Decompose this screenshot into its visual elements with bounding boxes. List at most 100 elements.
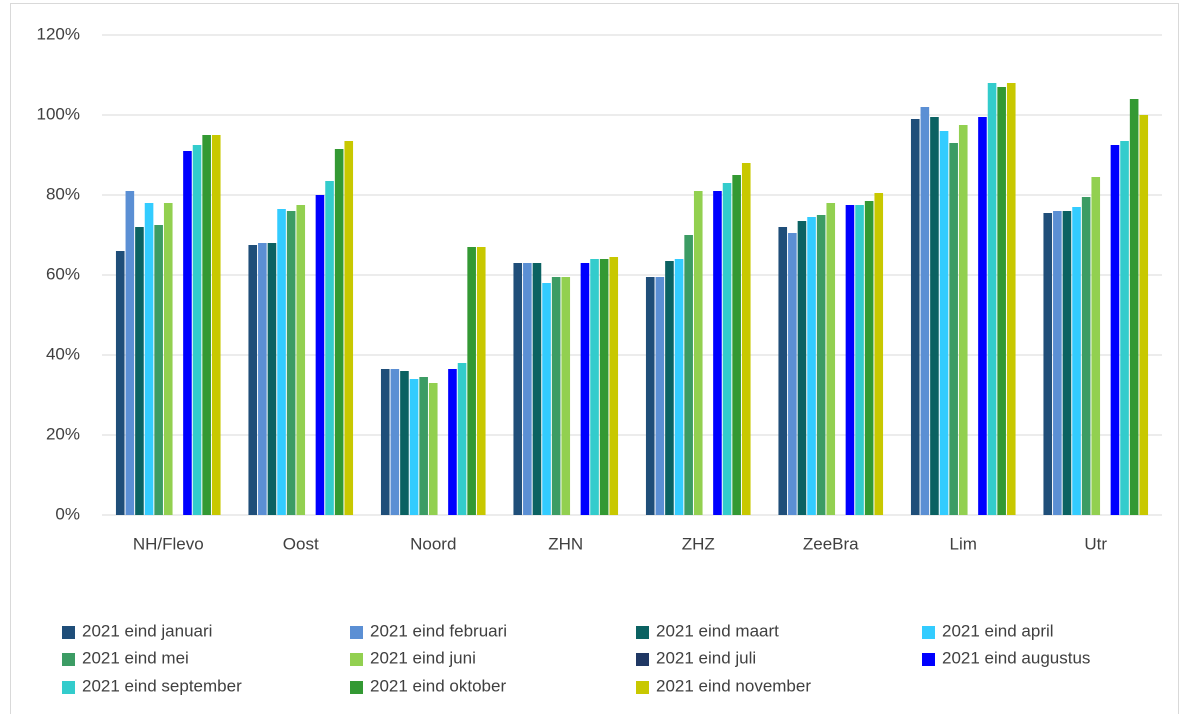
bar: [267, 243, 277, 515]
bar: [807, 217, 816, 515]
bar: [419, 377, 428, 515]
bar: [1081, 197, 1091, 515]
bar: [797, 221, 807, 515]
bar: [997, 87, 1006, 515]
bar: [874, 193, 884, 515]
bar: [609, 257, 619, 515]
legend-label: 2021 eind augustus: [942, 648, 1090, 667]
bar: [920, 107, 930, 515]
legend-swatch: [636, 653, 649, 666]
bar: [645, 277, 655, 515]
legend-label: 2021 eind mei: [82, 648, 189, 667]
bar: [684, 235, 693, 515]
bar: [580, 263, 590, 515]
bar: [987, 83, 997, 515]
bar: [277, 209, 286, 515]
bar: [910, 119, 920, 515]
bar: [135, 227, 144, 515]
bar: [1110, 145, 1120, 515]
y-tick-label: 20%: [46, 424, 80, 443]
bar: [1053, 211, 1062, 515]
bar: [930, 117, 939, 515]
bar: [476, 247, 486, 515]
bar: [286, 211, 296, 515]
legend-label: 2021 eind april: [942, 621, 1054, 640]
bar: [532, 263, 542, 515]
legend-label: 2021 eind oktober: [370, 676, 506, 695]
bar: [523, 263, 532, 515]
bar: [1091, 177, 1101, 515]
legend-swatch: [62, 626, 75, 639]
bar: [380, 369, 390, 515]
legend-label: 2021 eind juli: [656, 648, 756, 667]
bar: [457, 363, 467, 515]
bar: [115, 251, 125, 515]
bar: [344, 141, 354, 515]
y-tick-label: 100%: [37, 104, 80, 123]
legend-swatch: [922, 653, 935, 666]
bar: [958, 125, 968, 515]
legend-swatch: [922, 626, 935, 639]
x-tick-label: ZeeBra: [803, 534, 859, 553]
bar: [599, 259, 609, 515]
chart-frame: [10, 3, 1179, 719]
bar: [1006, 83, 1016, 515]
bar: [154, 225, 163, 515]
y-tick-label: 40%: [46, 344, 80, 363]
x-tick-label: ZHZ: [682, 534, 715, 553]
bar: [939, 131, 949, 515]
bar: [864, 201, 874, 515]
x-tick-label: NH/Flevo: [133, 534, 204, 553]
bar: [788, 233, 797, 515]
y-tick-label: 80%: [46, 184, 80, 203]
bar: [192, 145, 202, 515]
bar: [713, 191, 722, 515]
bar: [258, 243, 267, 515]
legend-swatch: [62, 653, 75, 666]
legend-swatch: [636, 681, 649, 694]
bar: [248, 245, 258, 515]
bar: [400, 371, 409, 515]
x-tick-label: Lim: [950, 534, 977, 553]
bar: [1043, 213, 1053, 515]
bar: [826, 203, 836, 515]
bar: [542, 283, 551, 515]
bar: [845, 205, 855, 515]
y-tick-label: 120%: [37, 24, 80, 43]
bar: [978, 117, 987, 515]
legend-label: 2021 eind maart: [656, 621, 779, 640]
x-tick-label: ZHN: [548, 534, 583, 553]
bar: [655, 277, 665, 515]
legend-swatch: [350, 681, 363, 694]
bar: [467, 247, 476, 515]
bar: [183, 151, 192, 515]
bar: [949, 143, 958, 515]
legend-label: 2021 eind januari: [82, 621, 212, 640]
legend-swatch: [350, 626, 363, 639]
bar: [732, 175, 741, 515]
legend-label: 2021 eind september: [82, 676, 242, 695]
bar: [741, 163, 751, 515]
bar: [163, 203, 173, 515]
bar: [551, 277, 561, 515]
bar: [1129, 99, 1139, 515]
y-tick-label: 60%: [46, 264, 80, 283]
bar: [211, 135, 221, 515]
bar: [125, 191, 135, 515]
bar: [1139, 115, 1149, 515]
bar: [334, 149, 344, 515]
bar: [1120, 141, 1129, 515]
bar: [722, 183, 732, 515]
legend-swatch: [350, 653, 363, 666]
x-tick-label: Oost: [283, 534, 319, 553]
bar: [202, 135, 211, 515]
bar: [1072, 207, 1081, 515]
legend-swatch: [636, 626, 649, 639]
bar: [448, 369, 457, 515]
bar: [144, 203, 154, 515]
bar: [778, 227, 788, 515]
bar: [665, 261, 674, 515]
bar: [325, 181, 334, 515]
